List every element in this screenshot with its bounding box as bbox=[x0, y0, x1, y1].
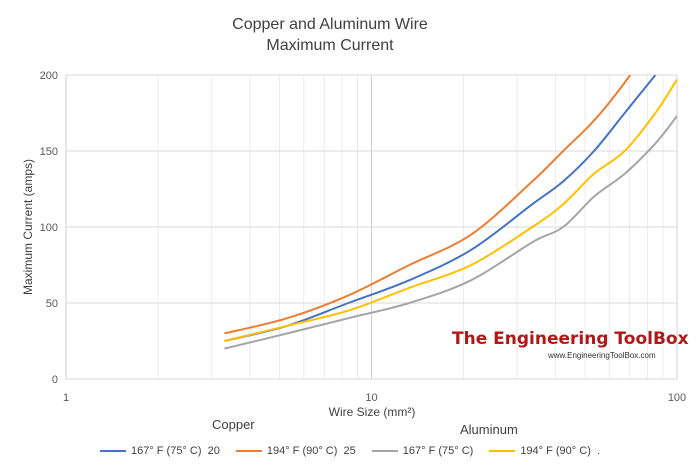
watermark-url: www.EngineeringToolBox.com bbox=[547, 351, 656, 360]
legend-label: 167° F (75° C) bbox=[402, 445, 474, 457]
legend-swatch bbox=[99, 450, 126, 452]
chart-title-line-2: Maximum Current bbox=[266, 37, 394, 54]
legend-label: 194° F (90° C) . bbox=[520, 445, 601, 457]
y-tick-label: 200 bbox=[40, 70, 58, 82]
series-line-4 bbox=[224, 79, 677, 342]
legend-item-4: 194° F (90° C) . bbox=[489, 445, 600, 457]
legend-item-3: 167° F (75° C) bbox=[371, 445, 474, 457]
legend-swatch bbox=[489, 450, 516, 452]
x-tick-labels: 1 10 100 bbox=[63, 392, 686, 404]
series-lines bbox=[224, 75, 677, 350]
x-axis-title: Wire Size (mm²) bbox=[329, 405, 416, 419]
watermark-text: The Engineering ToolBox bbox=[452, 329, 689, 349]
legend-group-aluminum: Aluminum bbox=[460, 422, 518, 437]
legend-item-2: 194° F (90° C) 25 bbox=[235, 445, 356, 457]
x-tick-label: 100 bbox=[668, 392, 686, 404]
legend-group-copper: Copper bbox=[212, 417, 255, 432]
legend-swatch bbox=[235, 450, 262, 452]
x-tick-label: 10 bbox=[365, 392, 377, 404]
watermark: The Engineering ToolBox www.EngineeringT… bbox=[452, 329, 689, 360]
legend: 167° F (75° C) 20 194° F (90° C) 25 167° F… bbox=[30, 442, 670, 460]
chart-title-line-1: Copper and Aluminum Wire bbox=[232, 16, 428, 33]
series-line-1 bbox=[224, 75, 657, 342]
y-tick-label: 50 bbox=[46, 298, 58, 310]
y-axis-title: Maximum Current (amps) bbox=[21, 159, 35, 295]
legend-item-1: 167° F (75° C) 20 bbox=[99, 445, 220, 457]
grid-lines bbox=[65, 74, 678, 380]
series-line-3 bbox=[224, 115, 677, 350]
chart-title: Copper and Aluminum Wire Maximum Current bbox=[0, 14, 660, 56]
x-tick-label: 1 bbox=[63, 392, 69, 404]
legend-swatch bbox=[371, 450, 398, 452]
y-tick-labels: 0 50 100 150 200 bbox=[40, 70, 58, 386]
y-tick-label: 150 bbox=[40, 146, 58, 158]
y-tick-label: 0 bbox=[52, 374, 58, 386]
y-tick-label: 100 bbox=[40, 222, 58, 234]
series-line-2 bbox=[224, 75, 632, 335]
legend-label: 167° F (75° C) 20 bbox=[130, 445, 220, 457]
legend-label: 194° F (90° C) 25 bbox=[266, 445, 356, 457]
